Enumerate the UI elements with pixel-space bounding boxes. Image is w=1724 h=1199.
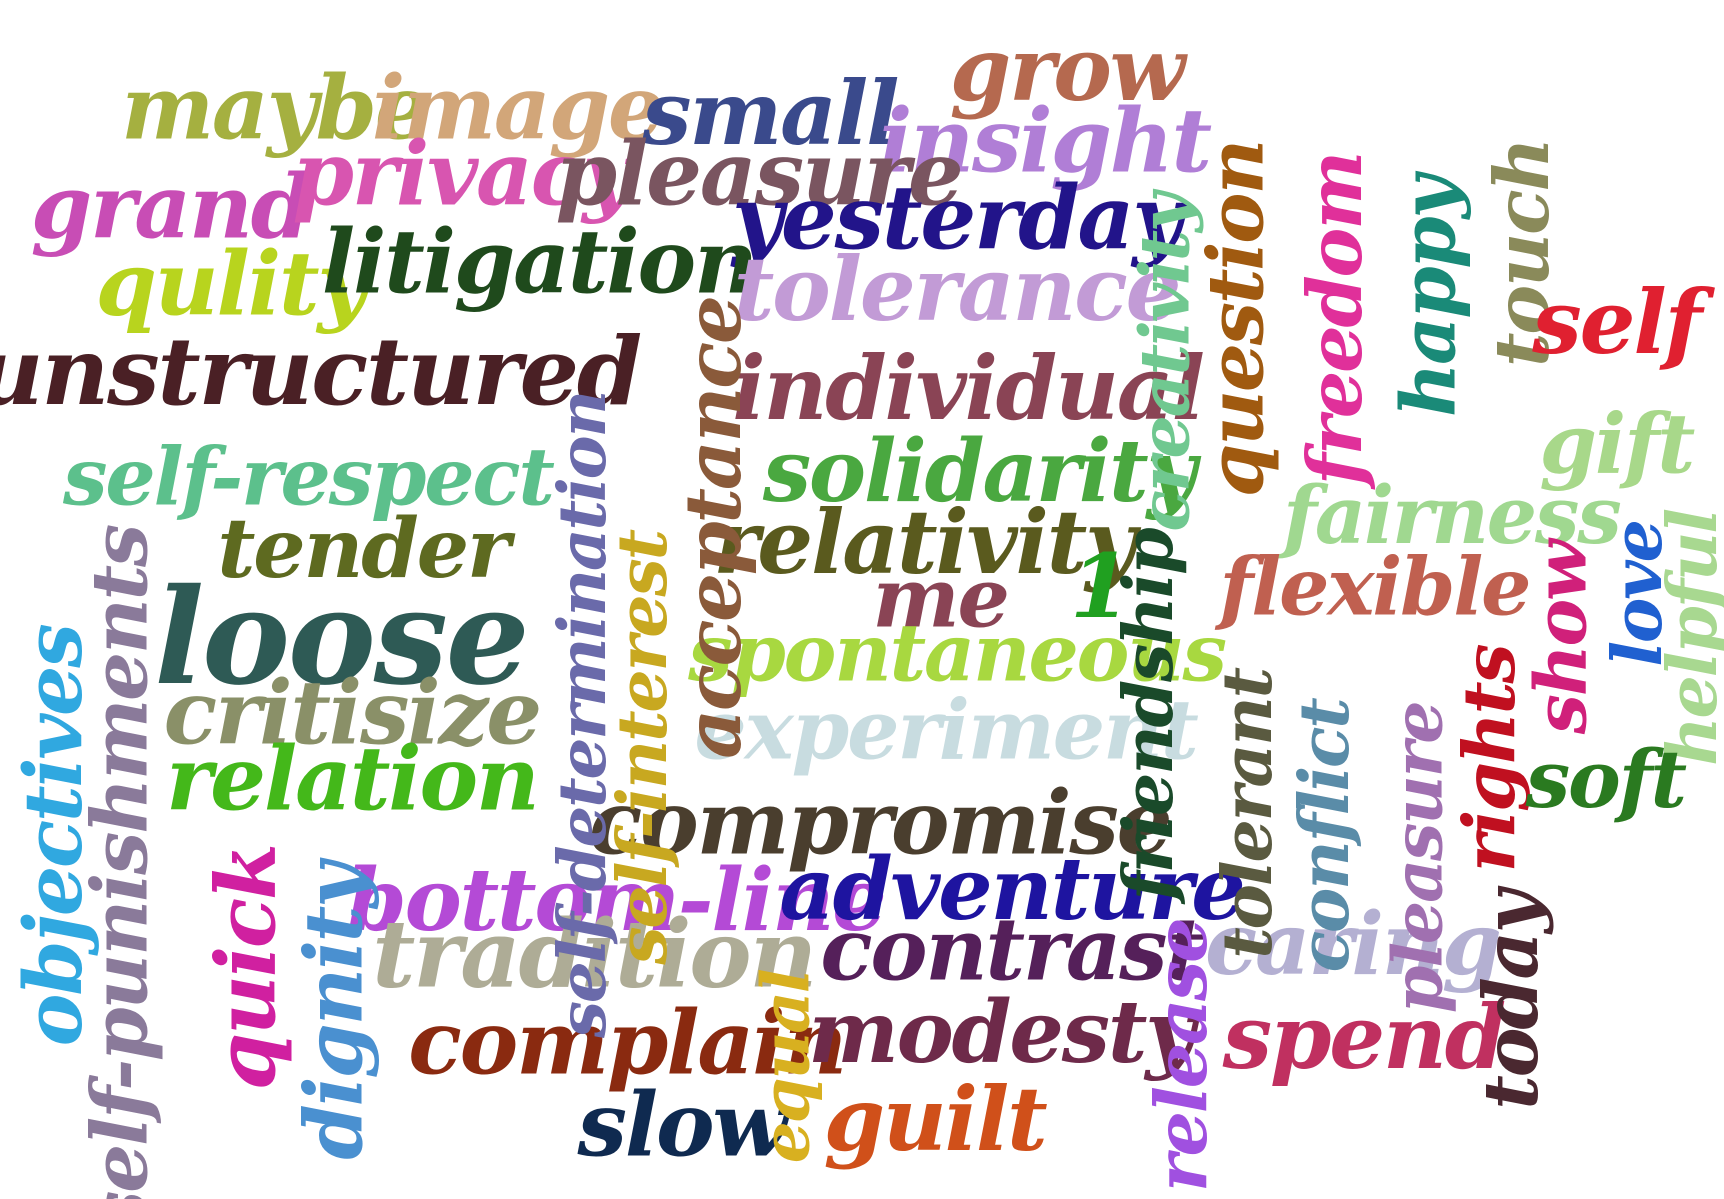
word: fairness xyxy=(1278,469,1620,562)
word: self-punishments xyxy=(75,525,165,1199)
word: show xyxy=(1518,537,1602,735)
word: dignity xyxy=(287,857,380,1160)
word: qulity xyxy=(96,232,375,336)
word: experiment xyxy=(694,682,1198,778)
word: small xyxy=(641,61,898,165)
word: touch xyxy=(1478,139,1566,367)
word: pleasure xyxy=(556,122,962,226)
word: insight xyxy=(879,89,1211,193)
word: slow xyxy=(576,1073,791,1177)
word: acceptance xyxy=(669,297,759,759)
word: image xyxy=(372,56,662,160)
word: friendship xyxy=(1109,528,1189,905)
word: objectives xyxy=(7,625,100,1047)
word: love xyxy=(1598,521,1678,667)
word: creativity xyxy=(1125,188,1205,531)
word: spend xyxy=(1222,985,1505,1089)
word: happy xyxy=(1384,171,1472,418)
word: spontaneous xyxy=(687,606,1225,699)
word: tradition xyxy=(372,900,815,1010)
word: tender xyxy=(217,501,516,597)
word: grow xyxy=(950,17,1189,121)
word: individual xyxy=(732,336,1203,440)
word: unstructured xyxy=(0,317,641,427)
word: adventure xyxy=(779,839,1243,940)
word: complain xyxy=(408,990,845,1094)
word: gift xyxy=(1539,397,1695,493)
word: self-respect xyxy=(62,431,554,524)
word: quick xyxy=(198,845,294,1090)
word: tolerant xyxy=(1208,667,1288,958)
word: self-determination xyxy=(543,392,621,1039)
word: relativity xyxy=(713,490,1142,594)
word: soft xyxy=(1525,733,1687,826)
word: solidarity xyxy=(762,421,1202,522)
word: rights xyxy=(1447,645,1531,873)
word: litigation xyxy=(322,210,756,314)
word: modesty xyxy=(808,982,1200,1083)
word: self-interest xyxy=(603,529,683,965)
word: flexible xyxy=(1214,541,1529,634)
word: pleasure xyxy=(1378,703,1458,1014)
word: loose xyxy=(154,560,527,715)
word: release xyxy=(1139,920,1223,1192)
word: maybe xyxy=(121,56,429,160)
word: helpful xyxy=(1653,509,1724,766)
word: guilt xyxy=(824,1067,1047,1171)
word: equal xyxy=(747,969,825,1163)
word: caring xyxy=(1205,894,1500,995)
word: grand xyxy=(31,155,311,259)
word: conflict xyxy=(1285,698,1365,973)
word: tolerance xyxy=(734,237,1180,341)
word: contrast xyxy=(820,899,1204,1000)
word: self xyxy=(1531,270,1715,374)
word: today xyxy=(1467,885,1555,1109)
word: yesterday xyxy=(730,166,1189,270)
word: 1 xyxy=(1070,534,1129,638)
word: privacy xyxy=(293,122,640,226)
word: critisize xyxy=(164,660,540,764)
word: me xyxy=(872,550,1007,646)
word: freedom xyxy=(1291,153,1379,490)
word: compromise xyxy=(589,770,1171,874)
word: question xyxy=(1191,141,1281,498)
word: bottom-line xyxy=(347,850,885,951)
word: relation xyxy=(166,726,538,830)
